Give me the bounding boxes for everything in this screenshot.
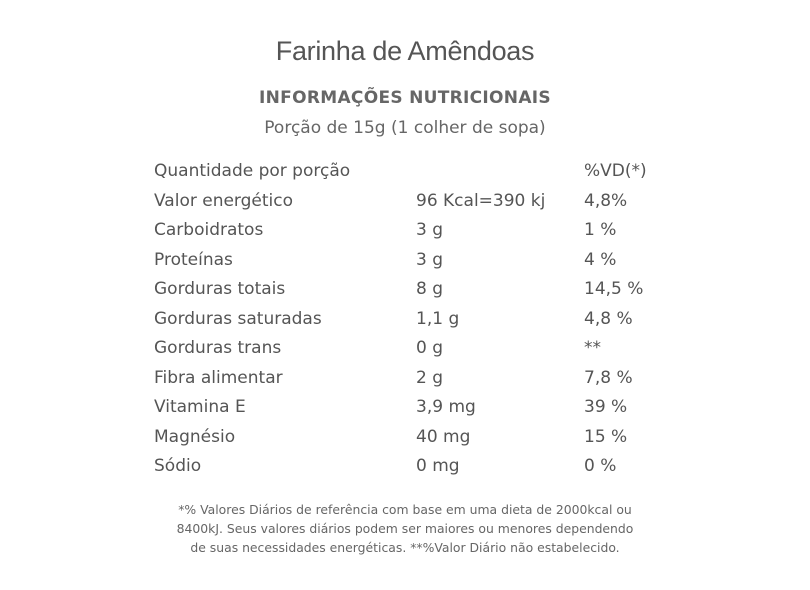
footnote-line: *% Valores Diários de referência com bas… bbox=[178, 502, 632, 517]
nutrient-name: Vitamina E bbox=[154, 397, 246, 417]
nutrient-amount: 2 g bbox=[416, 368, 444, 388]
nutrient-name: Carboidratos bbox=[154, 220, 264, 240]
serving-size: Porção de 15g (1 colher de sopa) bbox=[264, 118, 546, 138]
table-header: Quantidade por porção %VD(*) bbox=[0, 161, 810, 191]
nutrient-vd: 39 % bbox=[584, 397, 628, 417]
nutrient-amount: 0 g bbox=[416, 338, 444, 358]
table-row: Proteínas 3 g 4 % bbox=[0, 250, 810, 280]
footnote: *% Valores Diários de referência com bas… bbox=[120, 500, 690, 557]
nutrient-name: Valor energético bbox=[154, 191, 294, 211]
nutrient-name: Sódio bbox=[154, 456, 202, 476]
nutrient-vd: 0 % bbox=[584, 456, 617, 476]
table-row: Gorduras saturadas 1,1 g 4,8 % bbox=[0, 309, 810, 339]
nutrient-vd: 4,8 % bbox=[584, 309, 633, 329]
nutrient-vd: 1 % bbox=[584, 220, 617, 240]
nutrient-name: Gorduras saturadas bbox=[154, 309, 322, 329]
nutrient-vd: 4 % bbox=[584, 250, 617, 270]
nutrient-vd: ** bbox=[584, 338, 601, 358]
table-row: Carboidratos 3 g 1 % bbox=[0, 220, 810, 250]
nutrient-vd: 4,8% bbox=[584, 191, 628, 211]
nutrient-amount: 96 Kcal=390 kj bbox=[416, 191, 546, 211]
nutrient-vd: 15 % bbox=[584, 427, 628, 447]
nutrient-vd: 7,8 % bbox=[584, 368, 633, 388]
nutrient-amount: 3 g bbox=[416, 220, 444, 240]
table-row: Fibra alimentar 2 g 7,8 % bbox=[0, 368, 810, 398]
footnote-line: 8400kJ. Seus valores diários podem ser m… bbox=[176, 521, 634, 536]
nutrient-name: Fibra alimentar bbox=[154, 368, 283, 388]
section-title: INFORMAÇÕES NUTRICIONAIS bbox=[259, 88, 551, 108]
nutrient-amount: 3,9 mg bbox=[416, 397, 476, 417]
table-row: Gorduras totais 8 g 14,5 % bbox=[0, 279, 810, 309]
product-title: Farinha de Amêndoas bbox=[275, 36, 535, 66]
table-row: Valor energético 96 Kcal=390 kj 4,8% bbox=[0, 191, 810, 221]
table-row: Gorduras trans 0 g ** bbox=[0, 338, 810, 368]
table-row: Magnésio 40 mg 15 % bbox=[0, 427, 810, 457]
nutrient-name: Magnésio bbox=[154, 427, 236, 447]
nutrient-amount: 40 mg bbox=[416, 427, 471, 447]
header-vd-label: %VD(*) bbox=[584, 161, 647, 181]
nutrient-vd: 14,5 % bbox=[584, 279, 644, 299]
footnote-line: de suas necessidades energéticas. **%Val… bbox=[190, 540, 620, 555]
nutrient-amount: 8 g bbox=[416, 279, 444, 299]
header-quantity-label: Quantidade por porção bbox=[154, 161, 351, 181]
table-row: Sódio 0 mg 0 % bbox=[0, 456, 810, 486]
nutrient-amount: 3 g bbox=[416, 250, 444, 270]
nutrient-amount: 1,1 g bbox=[416, 309, 460, 329]
nutrient-amount: 0 mg bbox=[416, 456, 460, 476]
nutrient-name: Gorduras totais bbox=[154, 279, 286, 299]
nutrient-name: Proteínas bbox=[154, 250, 233, 270]
table-row: Vitamina E 3,9 mg 39 % bbox=[0, 397, 810, 427]
nutrient-name: Gorduras trans bbox=[154, 338, 282, 358]
